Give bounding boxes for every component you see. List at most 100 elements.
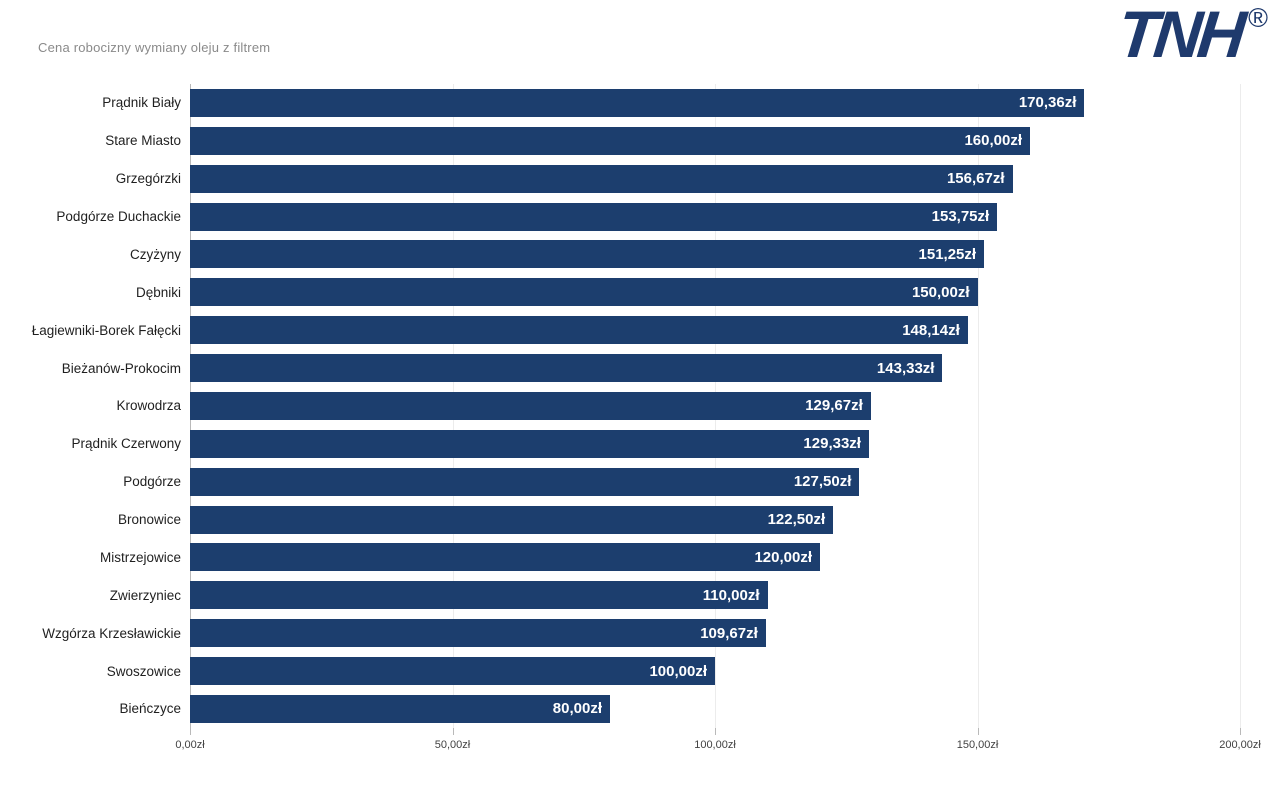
bar: 120,00zł bbox=[190, 543, 820, 572]
tnh-logo: TNH ® bbox=[1114, 0, 1268, 71]
bar-value-label: 110,00zł bbox=[702, 586, 760, 604]
bar-value-label: 170,36zł bbox=[1018, 94, 1077, 112]
category-label: Podgórze bbox=[123, 474, 181, 490]
category-label: Swoszowice bbox=[106, 663, 181, 679]
bar: 122,50zł bbox=[190, 505, 834, 534]
bar: 156,67zł bbox=[190, 164, 1013, 193]
bar-track: 129,67zł bbox=[190, 391, 1240, 420]
category-label: Bieżanów-Prokocim bbox=[61, 360, 181, 376]
chart-title: Cena robocizny wymiany oleju z filtrem bbox=[38, 40, 271, 55]
bar: 143,33zł bbox=[190, 354, 943, 383]
x-tick-mark bbox=[715, 728, 716, 735]
x-tick-label: 100,00zł bbox=[694, 739, 736, 751]
bar: 109,67zł bbox=[190, 619, 766, 648]
bar-row: Zwierzyniec 110,00zł bbox=[0, 576, 1240, 614]
bar-row: Łagiewniki-Borek Fałęcki 148,14zł bbox=[0, 311, 1240, 349]
bar: 80,00zł bbox=[190, 694, 610, 723]
bar: 170,36zł bbox=[190, 88, 1085, 117]
bar-track: 160,00zł bbox=[190, 126, 1240, 155]
bar: 153,75zł bbox=[190, 202, 998, 231]
bar: 127,50zł bbox=[190, 467, 860, 496]
category-label: Czyżyny bbox=[129, 246, 181, 262]
bar-row: Bieżanów-Prokocim 143,33zł bbox=[0, 349, 1240, 387]
bar-row: Krowodrza 129,67zł bbox=[0, 387, 1240, 425]
bar-row: Podgórze Duchackie 153,75zł bbox=[0, 198, 1240, 236]
bar-row: Stare Miasto 160,00zł bbox=[0, 122, 1240, 160]
bar: 151,25zł bbox=[190, 240, 985, 269]
x-tick-label: 0,00zł bbox=[175, 739, 205, 751]
bar-track: 170,36zł bbox=[190, 88, 1240, 117]
bar-value-label: 109,67zł bbox=[700, 624, 758, 642]
bar-value-label: 129,67zł bbox=[805, 397, 863, 415]
x-axis: 0,00zł 50,00zł 100,00zł 150,00zł 200,00zł bbox=[175, 728, 1261, 760]
bar-row: Grzegórzki 156,67zł bbox=[0, 160, 1240, 198]
category-label: Bronowice bbox=[117, 512, 181, 528]
category-label: Podgórze Duchackie bbox=[56, 209, 181, 225]
category-label: Bieńczyce bbox=[119, 701, 181, 717]
bar-value-label: 151,25zł bbox=[918, 245, 977, 263]
bar-value-label: 143,33zł bbox=[876, 359, 935, 377]
bar-value-label: 153,75zł bbox=[931, 208, 990, 226]
bar-track: 80,00zł bbox=[190, 694, 1240, 723]
bar-value-label: 122,50zł bbox=[767, 511, 826, 529]
x-tick-mark bbox=[977, 728, 979, 735]
bar-track: 150,00zł bbox=[190, 278, 1240, 307]
bar-value-label: 156,67zł bbox=[946, 170, 1005, 188]
bar-track: 153,75zł bbox=[190, 202, 1240, 231]
gridline bbox=[977, 84, 979, 728]
bar-track: 143,33zł bbox=[190, 354, 1240, 383]
bar-row: Swoszowice 100,00zł bbox=[0, 652, 1240, 690]
x-tick-mark bbox=[1240, 728, 1241, 735]
bar: 129,67zł bbox=[190, 391, 871, 420]
bar-row: Prądnik Biały 170,36zł bbox=[0, 84, 1240, 122]
bar-track: 100,00zł bbox=[190, 657, 1240, 686]
bar-value-label: 127,50zł bbox=[793, 473, 852, 491]
bar-row: Bieńczyce 80,00zł bbox=[0, 690, 1240, 728]
x-tick-mark bbox=[190, 728, 191, 735]
bar-row: Czyżyny 151,25zł bbox=[0, 236, 1240, 274]
bar: 100,00zł bbox=[190, 657, 715, 686]
category-label: Łagiewniki-Borek Fałęcki bbox=[31, 322, 181, 338]
bar: 160,00zł bbox=[190, 126, 1030, 155]
category-label: Zwierzyniec bbox=[109, 587, 181, 603]
bar-row: Prądnik Czerwony 129,33zł bbox=[0, 425, 1240, 463]
bar: 148,14zł bbox=[190, 316, 968, 345]
category-label: Stare Miasto bbox=[105, 133, 181, 149]
bar: 150,00zł bbox=[190, 278, 978, 307]
bar-chart: Prądnik Biały 170,36zł Stare Miasto 160,00z… bbox=[0, 84, 1241, 735]
bar-track: 110,00zł bbox=[190, 581, 1240, 610]
bar: 110,00zł bbox=[190, 581, 768, 610]
bar-row: Podgórze 127,50zł bbox=[0, 463, 1240, 501]
gridline bbox=[1240, 84, 1241, 728]
bar-value-label: 148,14zł bbox=[902, 321, 960, 339]
bar-value-label: 129,33zł bbox=[803, 435, 861, 453]
category-label: Dębniki bbox=[135, 284, 181, 300]
category-label: Wzgórza Krzesławickie bbox=[42, 625, 181, 641]
x-tick-label: 50,00zł bbox=[434, 739, 471, 751]
bar-track: 148,14zł bbox=[190, 316, 1240, 345]
bar-track: 156,67zł bbox=[190, 164, 1240, 193]
bar-row: Bronowice 122,50zł bbox=[0, 501, 1240, 539]
bar-track: 109,67zł bbox=[190, 619, 1240, 648]
bar-value-label: 160,00zł bbox=[964, 132, 1022, 150]
bar-value-label: 150,00zł bbox=[911, 283, 970, 301]
x-tick-mark bbox=[452, 728, 454, 735]
tnh-logo-text: TNH bbox=[1114, 0, 1246, 71]
category-label: Mistrzejowice bbox=[99, 549, 181, 565]
category-label: Grzegórzki bbox=[115, 171, 181, 187]
category-label: Krowodrza bbox=[116, 398, 181, 414]
bar-value-label: 100,00zł bbox=[649, 662, 707, 680]
x-tick-label: 150,00zł bbox=[956, 739, 999, 751]
bar-row: Dębniki 150,00zł bbox=[0, 273, 1240, 311]
bar-row: Mistrzejowice 120,00zł bbox=[0, 539, 1240, 577]
bar-value-label: 120,00zł bbox=[754, 548, 812, 566]
bar: 129,33zł bbox=[190, 429, 869, 458]
bar-track: 120,00zł bbox=[190, 543, 1240, 572]
bar-rows: Prądnik Biały 170,36zł Stare Miasto 160,00z… bbox=[0, 84, 1240, 728]
category-label: Prądnik Czerwony bbox=[71, 436, 181, 452]
bar-row: Wzgórza Krzesławickie 109,67zł bbox=[0, 614, 1240, 652]
x-tick-label: 200,00zł bbox=[1219, 739, 1261, 751]
registered-trademark-icon: ® bbox=[1248, 3, 1268, 33]
category-label: Prądnik Biały bbox=[102, 95, 181, 111]
